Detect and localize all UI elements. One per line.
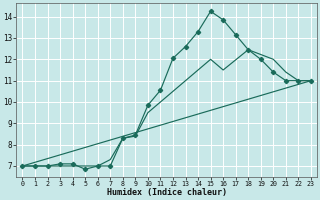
X-axis label: Humidex (Indice chaleur): Humidex (Indice chaleur) <box>107 188 227 197</box>
